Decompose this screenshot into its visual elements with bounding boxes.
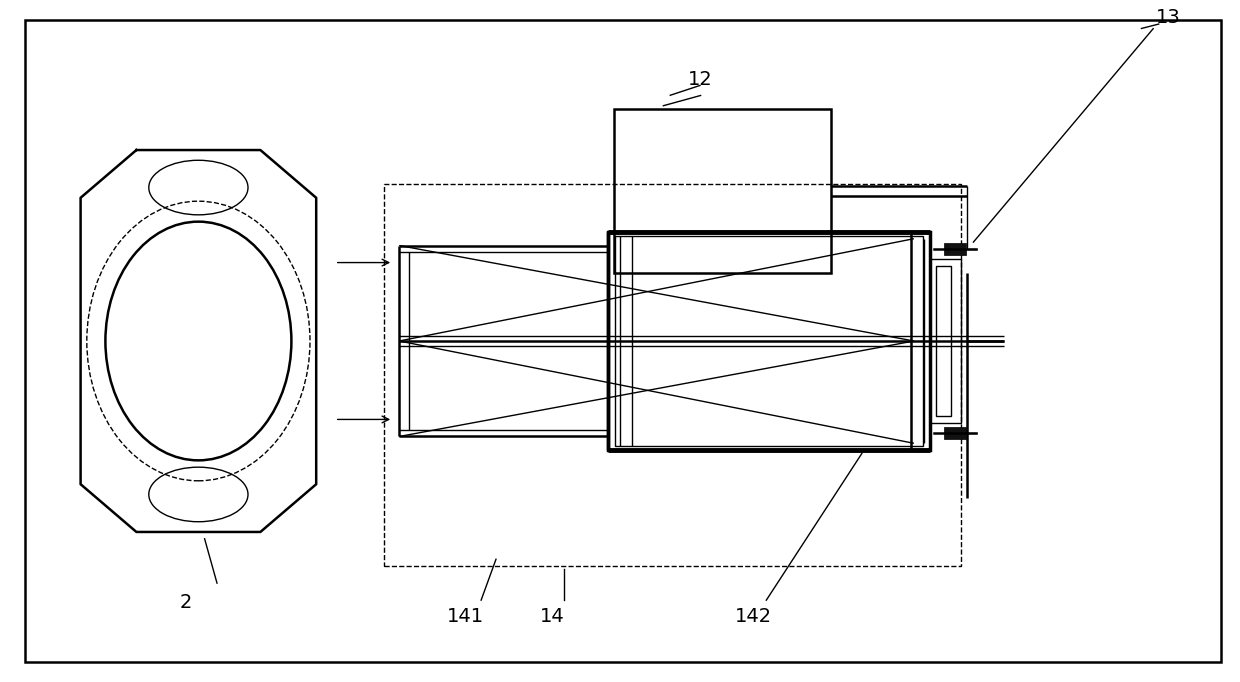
Bar: [936, 266, 951, 416]
Bar: [615, 236, 923, 446]
Text: 13: 13: [1156, 8, 1180, 27]
Bar: [384, 184, 961, 566]
Text: 2: 2: [180, 593, 192, 612]
Text: 142: 142: [735, 607, 773, 626]
Bar: [614, 109, 831, 273]
Text: 12: 12: [688, 70, 713, 89]
Bar: [930, 259, 961, 423]
Text: 14: 14: [539, 607, 564, 626]
Bar: [944, 243, 966, 255]
Bar: [608, 232, 930, 450]
Bar: [944, 427, 966, 439]
Text: 141: 141: [446, 607, 484, 626]
